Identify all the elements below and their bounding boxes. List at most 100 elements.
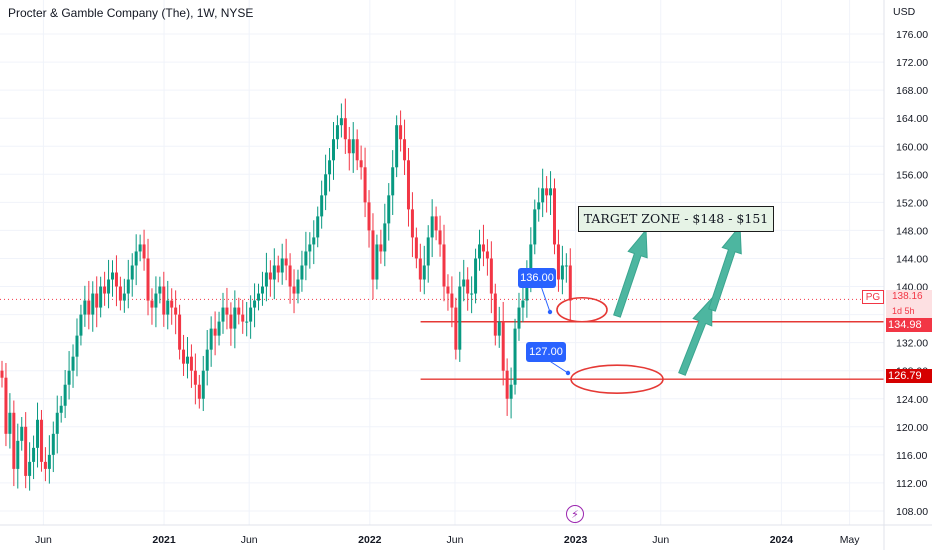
target-zone-label[interactable]: TARGET ZONE - $148 - $151 (578, 206, 774, 232)
price-callout-136[interactable]: 136.00 (518, 268, 556, 288)
candle (470, 276, 474, 314)
candle-body (446, 286, 450, 294)
candle (150, 288, 154, 325)
candle (79, 304, 83, 346)
candle (564, 253, 568, 283)
candle (541, 168, 545, 218)
candle-body (4, 377, 8, 434)
candle (158, 276, 162, 304)
y-tick-label: 116.00 (896, 450, 927, 462)
candle-body (553, 188, 556, 245)
candle (450, 276, 454, 328)
candle-body (268, 272, 272, 280)
last-price-value: 138.16 (892, 291, 923, 302)
candle (225, 287, 229, 330)
lightning-icon[interactable]: ⚡ (566, 505, 584, 523)
candle (497, 306, 501, 348)
price-callout-127[interactable]: 127.00 (526, 342, 566, 362)
candle (276, 255, 280, 283)
candle-body (308, 244, 312, 252)
x-tick-label: May (840, 534, 861, 546)
candle-body (32, 447, 36, 462)
candle-body (517, 307, 521, 329)
candle-body (178, 314, 182, 350)
candle (430, 199, 434, 258)
candlestick-series[interactable] (0, 98, 572, 491)
candle-body (304, 251, 308, 266)
candle-body (260, 286, 264, 294)
candle (32, 435, 36, 480)
candle (466, 267, 470, 311)
candle (371, 213, 375, 300)
candle (395, 115, 399, 178)
candle (245, 301, 249, 337)
candle-body (150, 300, 154, 308)
candle-body (414, 237, 418, 259)
candle (442, 224, 446, 302)
candle-body (39, 419, 43, 462)
candle (505, 358, 509, 416)
currency-label: USD (893, 6, 916, 18)
y-tick-label: 144.00 (896, 253, 928, 265)
candle (39, 409, 43, 472)
candle-body (367, 202, 371, 231)
x-tick-label: Jun (652, 534, 669, 546)
candle-body (470, 293, 474, 295)
candle (568, 248, 572, 321)
x-tick-label: 2021 (152, 534, 176, 546)
candle (446, 274, 450, 311)
candle-body (146, 258, 150, 301)
candle (249, 295, 253, 339)
y-tick-label: 156.00 (896, 169, 928, 181)
candle (229, 302, 233, 346)
candle-body (193, 370, 197, 385)
candle-body (403, 139, 407, 161)
candle-body (201, 370, 205, 399)
candle-body (406, 160, 410, 210)
candle-body (91, 293, 95, 315)
candle (83, 285, 87, 327)
candle (233, 290, 237, 349)
price-axis[interactable]: 108.00112.00116.00120.00124.00128.00132.… (883, 0, 928, 550)
candle-body (493, 293, 497, 336)
candle-body (549, 188, 553, 196)
candle-body (126, 279, 130, 294)
candle-body (134, 251, 138, 266)
candle (114, 255, 118, 307)
candle (418, 243, 422, 292)
candle (185, 337, 189, 379)
candle (241, 299, 245, 334)
candle (138, 234, 142, 262)
candle-body (537, 202, 541, 210)
candle (454, 297, 458, 360)
candle (324, 154, 328, 211)
candle (260, 271, 264, 306)
y-tick-label: 168.00 (896, 85, 928, 97)
candle (332, 122, 335, 180)
candle-body (422, 265, 426, 280)
time-axis[interactable]: Jun 2021 Jun 2022 Jun 2023 Jun 2024 May (0, 524, 932, 546)
candle (189, 344, 193, 388)
candle-body (118, 286, 122, 301)
candle (296, 269, 300, 304)
candle (458, 271, 462, 362)
candle (24, 412, 28, 489)
candle-body (560, 265, 564, 280)
candle-body (410, 209, 414, 238)
candle-body (138, 244, 142, 252)
candle-body (170, 300, 174, 308)
candle-body (442, 244, 446, 287)
candle (122, 278, 126, 313)
candle-body (257, 293, 261, 301)
candle (130, 253, 134, 297)
candle (485, 239, 489, 276)
candle (182, 334, 186, 376)
candle (213, 311, 217, 356)
candle-body (438, 230, 442, 245)
candle-body (418, 258, 422, 280)
candle (316, 206, 320, 248)
candle-body (568, 265, 572, 301)
chart-drawings[interactable] (540, 224, 742, 394)
zone-ellipse-upper (556, 296, 608, 323)
